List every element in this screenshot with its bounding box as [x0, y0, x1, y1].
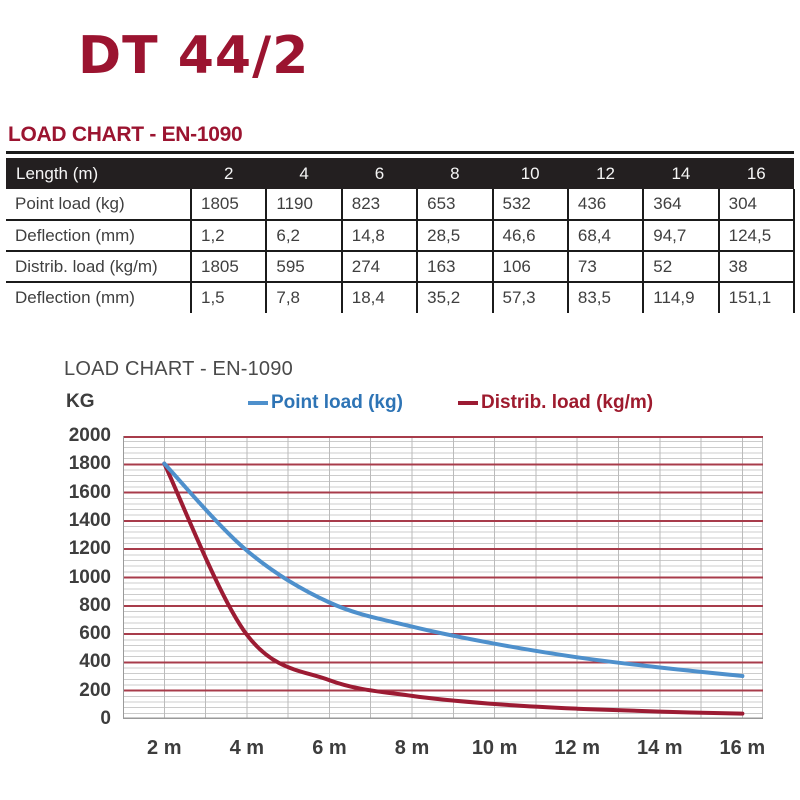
row-value: 304 [717, 189, 796, 221]
y-axis-tick-label: 1400 [68, 509, 111, 531]
legend-line-icon [458, 401, 478, 405]
row-value: 1190 [265, 189, 343, 221]
table-row: Distrib. load (kg/m) 1805 595 274 163 106 73 52… [6, 250, 796, 283]
chart-plot-area [123, 436, 763, 720]
x-axis-tick-label: 10 m [471, 737, 518, 759]
row-value: 83,5 [566, 281, 645, 313]
load-table: Length (m) 2 4 6 8 10 12 14 16 Point load (kg) 18… [6, 158, 796, 313]
row-value: 18,4 [340, 281, 419, 313]
table-header-length: 10 [492, 158, 568, 189]
series-curve-distrib-load-kg-m [162, 461, 745, 716]
y-axis-labels: 0 200 400 600 800 1000 1200 1400 1600 1800 2000 [25, 425, 111, 729]
chart-grid [123, 436, 763, 720]
row-value: 6,2 [265, 219, 343, 252]
row-value: 124,5 [717, 219, 796, 252]
table-body: Point load (kg) 1805 1190 823 653 532 436 364 30… [6, 189, 796, 313]
table-row: Point load (kg) 1805 1190 823 653 532 436 364 30… [6, 189, 796, 221]
chart-plot-svg [123, 436, 763, 720]
legend-item-distrib-load: Distrib. load (kg/m) [458, 391, 653, 415]
row-value: 114,9 [642, 281, 720, 313]
table-header-length: 6 [341, 158, 418, 189]
row-label: Distrib. load (kg/m) [6, 250, 192, 283]
row-value: 1,2 [189, 219, 268, 252]
y-axis-tick-label: 800 [79, 594, 111, 616]
table-header-label: Length (m) [6, 158, 191, 189]
y-axis-tick-label: 0 [100, 708, 111, 729]
legend-line-icon [248, 401, 268, 405]
y-axis-tick-label: 1200 [68, 538, 111, 560]
table-header-length: 14 [643, 158, 719, 189]
legend-label-point-load: Point load (kg) [271, 392, 403, 413]
row-value: 68,4 [566, 219, 645, 252]
x-axis-labels: 2 m 4 m 6 m 8 m 10 m 12 m 14 m 16 m [123, 737, 783, 765]
legend-label-distrib-load: Distrib. load (kg/m) [481, 392, 654, 413]
row-label: Point load (kg) [6, 189, 192, 221]
row-value: 653 [416, 189, 494, 221]
y-axis-tick-label: 1000 [68, 566, 111, 588]
row-value: 35,2 [416, 281, 494, 313]
table-header-length: 8 [417, 158, 493, 189]
row-value: 14,8 [340, 219, 419, 252]
row-value: 38 [717, 250, 796, 283]
y-axis-tick-label: 2000 [68, 425, 111, 446]
table-header-length: 12 [567, 158, 644, 189]
row-value: 7,8 [265, 281, 343, 313]
table-header-length: 4 [266, 158, 342, 189]
y-axis-tick-label: 1800 [68, 453, 111, 475]
row-value: 823 [340, 189, 419, 221]
x-axis-tick-label: 2 m [147, 737, 182, 759]
row-value: 595 [265, 250, 343, 283]
table-row: Deflection (mm) 1,5 7,8 18,4 35,2 57,3 83,5 114… [6, 281, 796, 313]
x-axis-tick-label: 12 m [554, 737, 600, 759]
x-axis-tick-label: 6 m [312, 737, 347, 759]
load-table-wrap: Length (m) 2 4 6 8 10 12 14 16 Point load (kg) 18… [6, 151, 796, 313]
row-value: 274 [340, 250, 419, 283]
row-label: Deflection (mm) [6, 219, 192, 252]
table-header-length: 2 [191, 158, 267, 189]
row-value: 163 [416, 250, 494, 283]
row-value: 57,3 [491, 281, 569, 313]
x-axis-tick-label: 4 m [229, 737, 265, 759]
y-axis-tick-label: 600 [79, 623, 111, 645]
row-value: 532 [491, 189, 569, 221]
series-curve-point-load-kg [162, 461, 745, 678]
row-value: 1805 [189, 250, 268, 283]
row-value: 1805 [189, 189, 268, 221]
row-value: 28,5 [416, 219, 494, 252]
row-value: 1,5 [189, 281, 268, 313]
legend-item-point-load: Point load (kg) [248, 391, 403, 415]
table-top-rule [6, 151, 794, 154]
load-chart-heading: LOAD CHART - EN-1090 [8, 123, 243, 146]
row-value: 94,7 [642, 219, 720, 252]
row-label: Deflection (mm) [6, 281, 192, 313]
y-axis-tick-label: 1600 [68, 481, 111, 503]
y-axis-tick-label: 400 [79, 651, 111, 673]
chart-title: LOAD CHART - EN-1090 [64, 358, 293, 380]
y-axis-unit-label: KG [66, 391, 95, 412]
y-axis-tick-label: 200 [79, 679, 111, 701]
row-value: 52 [642, 250, 720, 283]
row-value: 106 [491, 250, 569, 283]
table-header-row: Length (m) 2 4 6 8 10 12 14 16 [6, 158, 794, 189]
product-title: DT 44/2 [78, 26, 310, 86]
row-value: 46,6 [491, 219, 569, 252]
table-row: Deflection (mm) 1,2 6,2 14,8 28,5 46,6 68,4 94,… [6, 219, 796, 252]
table-header-length: 16 [718, 158, 794, 189]
row-value: 73 [566, 250, 645, 283]
x-axis-tick-label: 8 m [394, 737, 430, 759]
x-axis-tick-label: 14 m [636, 737, 683, 759]
row-value: 364 [642, 189, 720, 221]
x-axis-tick-label: 16 m [719, 737, 766, 759]
row-value: 151,1 [717, 281, 796, 313]
row-value: 436 [566, 189, 645, 221]
